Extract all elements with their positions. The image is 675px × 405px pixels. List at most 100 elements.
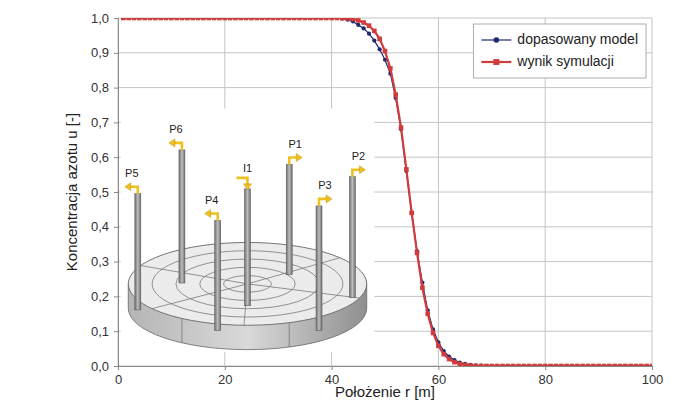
data-point xyxy=(575,364,579,366)
y-tick-label: 0,7 xyxy=(91,115,109,130)
data-point xyxy=(548,364,553,366)
well xyxy=(316,206,322,331)
y-tick: 0,0 xyxy=(91,359,118,374)
data-point xyxy=(362,26,366,30)
data-point xyxy=(522,364,526,366)
data-point xyxy=(308,18,312,20)
x-tick-mark xyxy=(332,366,333,370)
data-point xyxy=(158,18,163,20)
well-label: P6 xyxy=(169,123,182,135)
y-tick-label: 0,3 xyxy=(91,254,109,269)
data-point xyxy=(127,18,131,20)
data-point xyxy=(260,18,265,20)
y-tick-label: 0,8 xyxy=(91,80,109,95)
y-tick-mark xyxy=(114,88,118,89)
data-point xyxy=(308,18,313,20)
data-point xyxy=(393,92,398,97)
data-point xyxy=(596,364,601,366)
well-label: I1 xyxy=(243,162,252,174)
well-arrow-head xyxy=(169,139,175,147)
x-tick-mark xyxy=(652,366,653,370)
data-point xyxy=(228,18,233,20)
x-tick-mark xyxy=(438,366,439,370)
data-point xyxy=(645,364,649,366)
data-point xyxy=(425,312,430,317)
y-tick-mark xyxy=(114,18,118,19)
data-point xyxy=(431,331,436,336)
y-tick-mark xyxy=(114,122,118,123)
data-point xyxy=(249,18,254,20)
data-point xyxy=(292,18,297,20)
disc-sector-line xyxy=(247,258,339,284)
data-point xyxy=(185,18,189,20)
data-point xyxy=(490,364,494,366)
data-point xyxy=(580,364,585,366)
data-point xyxy=(399,125,404,130)
y-tick-label: 0,2 xyxy=(91,289,109,304)
data-point xyxy=(143,18,147,20)
data-point xyxy=(126,18,131,20)
y-tick: 0,6 xyxy=(91,150,118,165)
data-point xyxy=(297,18,302,20)
data-point xyxy=(164,18,169,20)
data-point xyxy=(121,18,125,20)
data-point xyxy=(495,364,500,366)
data-point xyxy=(265,18,269,20)
data-point xyxy=(484,364,488,366)
disc-side-divider xyxy=(289,323,290,347)
data-point xyxy=(522,364,527,366)
y-tick-mark xyxy=(114,262,118,263)
well-arrow-head xyxy=(296,154,302,162)
y-tick-mark xyxy=(114,366,118,367)
data-point xyxy=(367,23,372,28)
data-point xyxy=(335,18,339,20)
y-tick-label: 1,0 xyxy=(91,11,109,26)
well-label: P4 xyxy=(205,194,218,206)
data-point xyxy=(244,18,249,20)
well-label: P3 xyxy=(318,179,331,191)
plot-area xyxy=(121,18,652,366)
data-point xyxy=(153,18,157,20)
data-point xyxy=(319,18,324,20)
data-point xyxy=(586,364,591,366)
data-point xyxy=(468,363,473,366)
data-point xyxy=(591,364,595,366)
data-point xyxy=(169,18,174,20)
data-point xyxy=(244,18,248,20)
data-point xyxy=(367,32,371,36)
data-point xyxy=(249,18,253,20)
data-point xyxy=(206,18,211,20)
data-point xyxy=(255,18,260,20)
data-point xyxy=(292,18,296,20)
data-point xyxy=(180,18,184,20)
grid-line-y xyxy=(118,87,652,88)
data-point xyxy=(212,18,217,20)
data-point xyxy=(543,364,547,366)
x-axis-title: Położenie r [m] xyxy=(335,383,435,400)
x-tick: 100 xyxy=(642,366,664,387)
data-point xyxy=(506,364,510,366)
data-point xyxy=(506,364,511,366)
data-point xyxy=(554,364,559,366)
well-arrow-head xyxy=(205,210,211,218)
data-point xyxy=(548,364,552,366)
data-point xyxy=(623,364,627,366)
data-point xyxy=(207,18,211,20)
series-markers xyxy=(121,18,652,366)
well-arrow-head xyxy=(326,195,332,203)
y-tick-mark xyxy=(114,192,118,193)
data-point xyxy=(538,364,543,366)
data-point xyxy=(191,18,195,20)
data-point xyxy=(276,18,281,20)
data-point xyxy=(340,18,344,21)
x-tick: 0 xyxy=(115,366,122,387)
well xyxy=(286,165,292,275)
data-point xyxy=(559,364,564,366)
data-point xyxy=(559,364,563,366)
data-point xyxy=(495,364,499,366)
data-point xyxy=(420,285,425,290)
x-tick-mark xyxy=(225,366,226,370)
data-point xyxy=(532,364,536,366)
data-point xyxy=(313,18,317,20)
y-tick-label: 0,4 xyxy=(91,219,109,234)
